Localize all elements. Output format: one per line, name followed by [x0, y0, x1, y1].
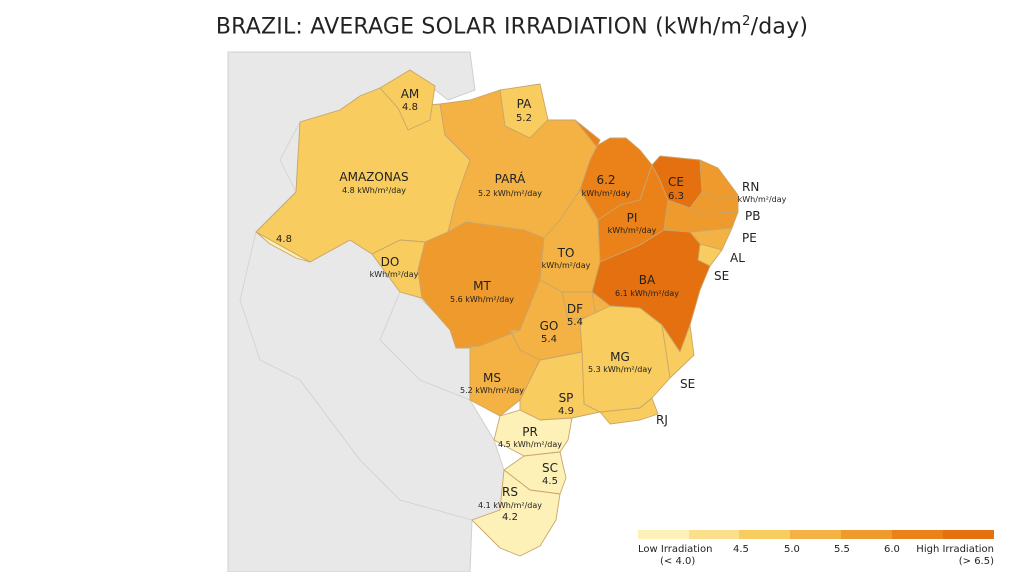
value-am: 4.8 — [402, 102, 418, 113]
label-ba: BA — [639, 273, 656, 287]
label-ms: MS — [483, 371, 501, 385]
value-ce: 6.3 — [668, 191, 684, 202]
legend-tick-55: 5.5 — [834, 544, 850, 555]
state-es[interactable] — [661, 324, 695, 379]
label-df: DF — [567, 302, 583, 316]
label-ce: CE — [668, 175, 684, 189]
label-pe: PE — [742, 231, 757, 245]
value-amazonas: 4.8 kWh/m²/day — [342, 186, 406, 195]
value-mg: 5.3 kWh/m²/day — [588, 365, 652, 374]
value-pr: 4.5 kWh/m²/day — [498, 440, 562, 449]
state-ac[interactable] — [255, 231, 311, 263]
legend-swatch-3 — [739, 530, 790, 539]
label-pb: PB — [745, 209, 760, 223]
label-para: PARÁ — [495, 171, 527, 186]
state-sp[interactable] — [519, 351, 601, 421]
map-title: BRAZIL: AVERAGE SOLAR IRRADIATION (kWh/m… — [215, 14, 809, 40]
label-mt: MT — [473, 279, 491, 293]
label-rj: RJ — [656, 413, 668, 427]
legend-swatch-7 — [943, 530, 994, 539]
label-amazonas: AMAZONAS — [339, 170, 408, 184]
legend-swatches — [638, 530, 994, 539]
label-sc: SC — [542, 461, 558, 475]
state-rj[interactable] — [599, 397, 659, 425]
legend-high-sub: (> 6.5) — [959, 556, 994, 567]
legend-tick-50: 5.0 — [784, 544, 800, 555]
label-sp: SP — [559, 391, 574, 405]
label-se: SE — [714, 269, 729, 283]
value-ac: 4.8 — [276, 234, 292, 245]
label-do: DO — [381, 255, 400, 269]
value-para: 5.2 kWh/m²/day — [478, 189, 542, 198]
label-al: AL — [730, 251, 745, 265]
legend-low-sub: (< 4.0) — [660, 556, 695, 567]
legend-swatch-5 — [841, 530, 892, 539]
value-rs: 4.1 kWh/m²/day — [478, 501, 542, 510]
legend-tick-45: 4.5 — [733, 544, 749, 555]
value-rn: kWh/m²/day — [738, 195, 787, 204]
legend-tick-60: 6.0 — [884, 544, 900, 555]
state-am[interactable] — [379, 69, 436, 131]
value-go: 5.4 — [541, 334, 557, 345]
value-ms: 5.2 kWh/m²/day — [460, 386, 524, 395]
legend-swatch-1 — [638, 530, 689, 539]
value-mt: 5.6 kWh/m²/day — [450, 295, 514, 304]
label-pa-north: PA — [517, 97, 532, 111]
legend: Low Irradiation (< 4.0) 4.5 5.0 5.5 6.0 … — [638, 530, 994, 567]
legend-swatch-4 — [790, 530, 841, 539]
label-rn: RN — [742, 180, 759, 194]
legend-swatch-2 — [689, 530, 739, 539]
label-to: TO — [557, 246, 575, 260]
value-pi: kWh/m²/day — [608, 226, 657, 235]
state-labels: AM 4.8 PA 5.2 AMAZONAS 4.8 kWh/m²/day PA… — [276, 87, 787, 523]
value-ma: kWh/m²/day — [582, 189, 631, 198]
border-lines — [239, 121, 473, 521]
value-sp: 4.9 — [558, 406, 574, 417]
label-go: GO — [540, 319, 559, 333]
legend-swatch-6 — [892, 530, 943, 539]
legend-low-label: Low Irradiation — [638, 544, 712, 555]
label-rs: RS — [502, 485, 518, 499]
value-pa-north: 5.2 — [516, 113, 532, 124]
value-df: 5.4 — [567, 317, 583, 328]
label-pi: PI — [627, 211, 638, 225]
state-rs[interactable] — [471, 469, 561, 557]
state-pr[interactable] — [493, 409, 573, 457]
value-rs-2: 4.2 — [502, 512, 518, 523]
label-es: SE — [680, 377, 695, 391]
label-am: AM — [401, 87, 420, 101]
label-mg: MG — [610, 350, 630, 364]
legend-high-label: High Irradiation — [916, 544, 994, 555]
value-sc: 4.5 — [542, 476, 558, 487]
value-to: kWh/m²/day — [542, 261, 591, 270]
label-pr: PR — [522, 425, 538, 439]
value-do: kWh/m²/day — [370, 270, 419, 279]
label-ma: 6.2 — [596, 173, 615, 187]
value-ba: 6.1 kWh/m²/day — [615, 289, 679, 298]
